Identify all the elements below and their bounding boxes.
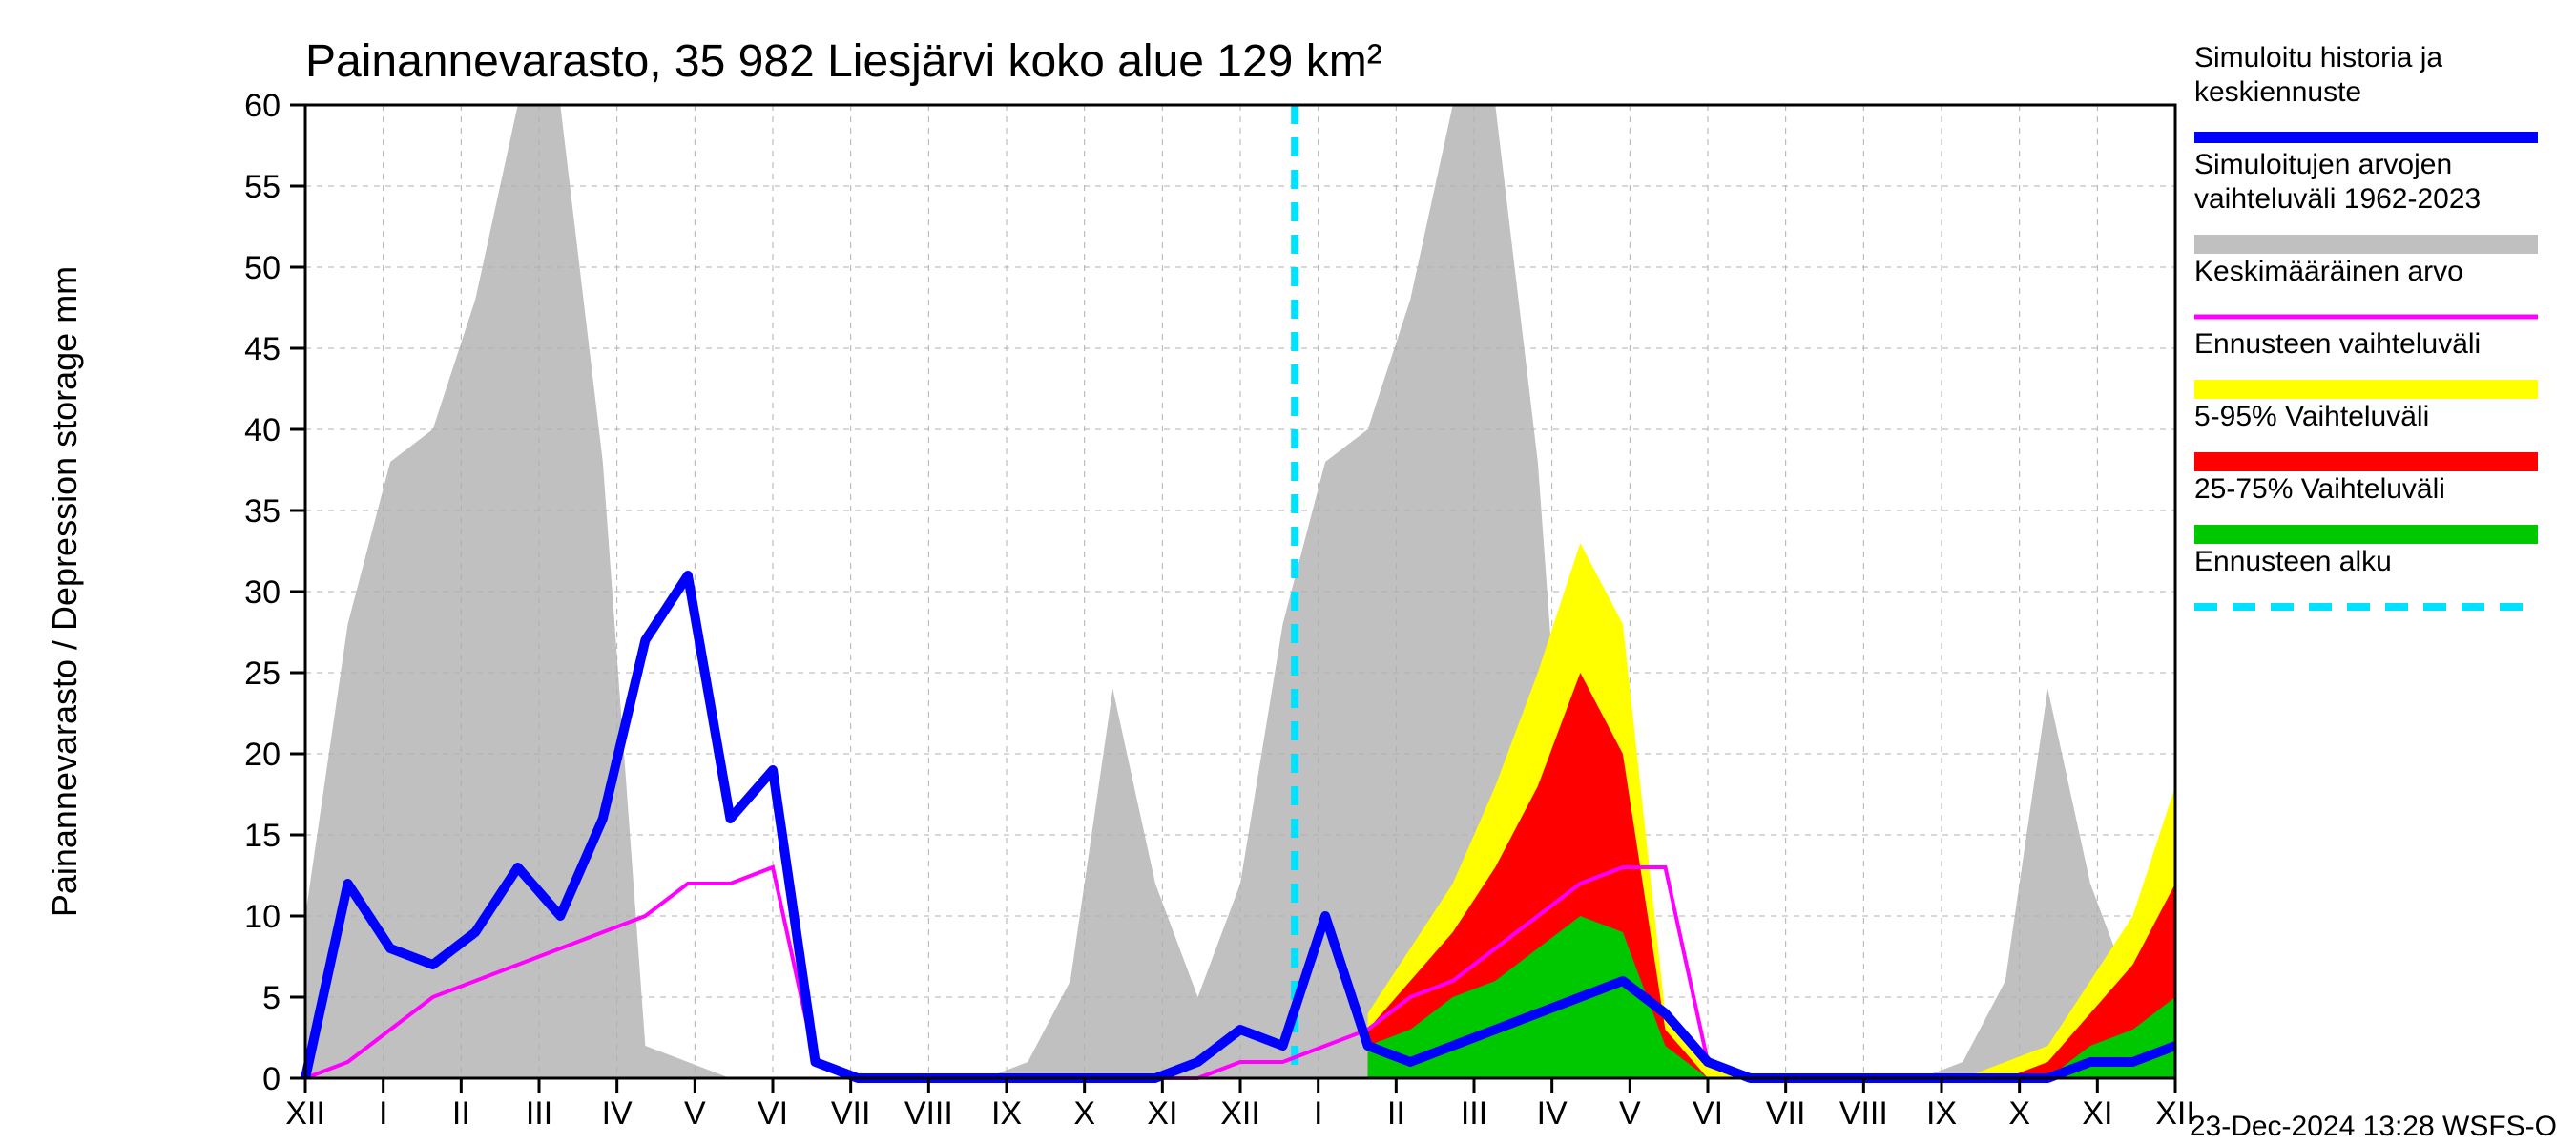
- legend-label: 5-95% Vaihteluväli: [2194, 401, 2429, 432]
- x-tick-label: X: [2008, 1095, 2030, 1132]
- y-tick-label: 60: [244, 88, 280, 124]
- y-tick-label: 40: [244, 412, 280, 448]
- x-tick-label: VIII: [1839, 1095, 1888, 1132]
- x-tick-label: VII: [831, 1095, 871, 1132]
- y-tick-label: 5: [262, 980, 280, 1016]
- x-tick-label: V: [1619, 1095, 1641, 1132]
- legend-label: Ennusteen alku: [2194, 546, 2392, 577]
- y-tick-label: 25: [244, 656, 280, 692]
- x-tick-label: VI: [1693, 1095, 1723, 1132]
- legend-label: Simuloitu historia ja: [2194, 42, 2442, 73]
- x-tick-label: III: [1461, 1095, 1487, 1132]
- x-tick-label: IX: [991, 1095, 1022, 1132]
- x-tick-label: IV: [1537, 1095, 1568, 1132]
- y-tick-label: 45: [244, 331, 280, 367]
- x-tick-label: II: [452, 1095, 470, 1132]
- legend-label: Keskimääräinen arvo: [2194, 256, 2463, 287]
- x-tick-label: XI: [1147, 1095, 1177, 1132]
- chart-container: 051015202530354045505560XIIIIIIIIIVVVIVI…: [0, 0, 2576, 1145]
- x-tick-label: IV: [602, 1095, 633, 1132]
- x-year-label: 2025: [1298, 1141, 1370, 1145]
- y-axis-label: Painannevarasto / Depression storage mm: [45, 266, 84, 917]
- y-tick-label: 55: [244, 169, 280, 205]
- x-tick-label: VII: [1766, 1095, 1806, 1132]
- y-tick-label: 50: [244, 250, 280, 286]
- y-tick-label: 20: [244, 737, 280, 773]
- chart-title: Painannevarasto, 35 982 Liesjärvi koko a…: [305, 36, 1382, 87]
- x-tick-label: III: [526, 1095, 552, 1132]
- chart-footer: 23-Dec-2024 13:28 WSFS-O: [2190, 1111, 2557, 1142]
- x-tick-label: I: [379, 1095, 387, 1132]
- legend-swatch: [2194, 380, 2538, 399]
- legend-label: keskiennuste: [2194, 76, 2361, 108]
- y-tick-label: 15: [244, 818, 280, 854]
- y-tick-label: 10: [244, 899, 280, 935]
- legend-swatch: [2194, 525, 2538, 544]
- x-year-label: 2024: [363, 1141, 435, 1145]
- x-tick-label: IX: [1926, 1095, 1957, 1132]
- legend-swatch: [2194, 235, 2538, 254]
- x-tick-label: XI: [2082, 1095, 2112, 1132]
- x-tick-label: VI: [758, 1095, 788, 1132]
- x-tick-label: XII: [285, 1095, 325, 1132]
- legend-label: Ennusteen vaihteluväli: [2194, 328, 2481, 360]
- legend-label: Simuloitujen arvojen: [2194, 149, 2452, 180]
- legend-label: 25-75% Vaihteluväli: [2194, 473, 2445, 505]
- legend-swatch: [2194, 452, 2538, 471]
- legend-label: vaihteluväli 1962-2023: [2194, 183, 2481, 215]
- chart-svg: 051015202530354045505560XIIIIIIIIIVVVIVI…: [0, 0, 2576, 1145]
- y-tick-label: 30: [244, 574, 280, 611]
- x-tick-label: II: [1387, 1095, 1405, 1132]
- x-tick-label: V: [684, 1095, 706, 1132]
- x-tick-label: X: [1073, 1095, 1095, 1132]
- y-tick-label: 35: [244, 493, 280, 530]
- x-tick-label: I: [1314, 1095, 1322, 1132]
- y-tick-label: 0: [262, 1061, 280, 1097]
- x-tick-label: XII: [1220, 1095, 1260, 1132]
- x-tick-label: VIII: [904, 1095, 953, 1132]
